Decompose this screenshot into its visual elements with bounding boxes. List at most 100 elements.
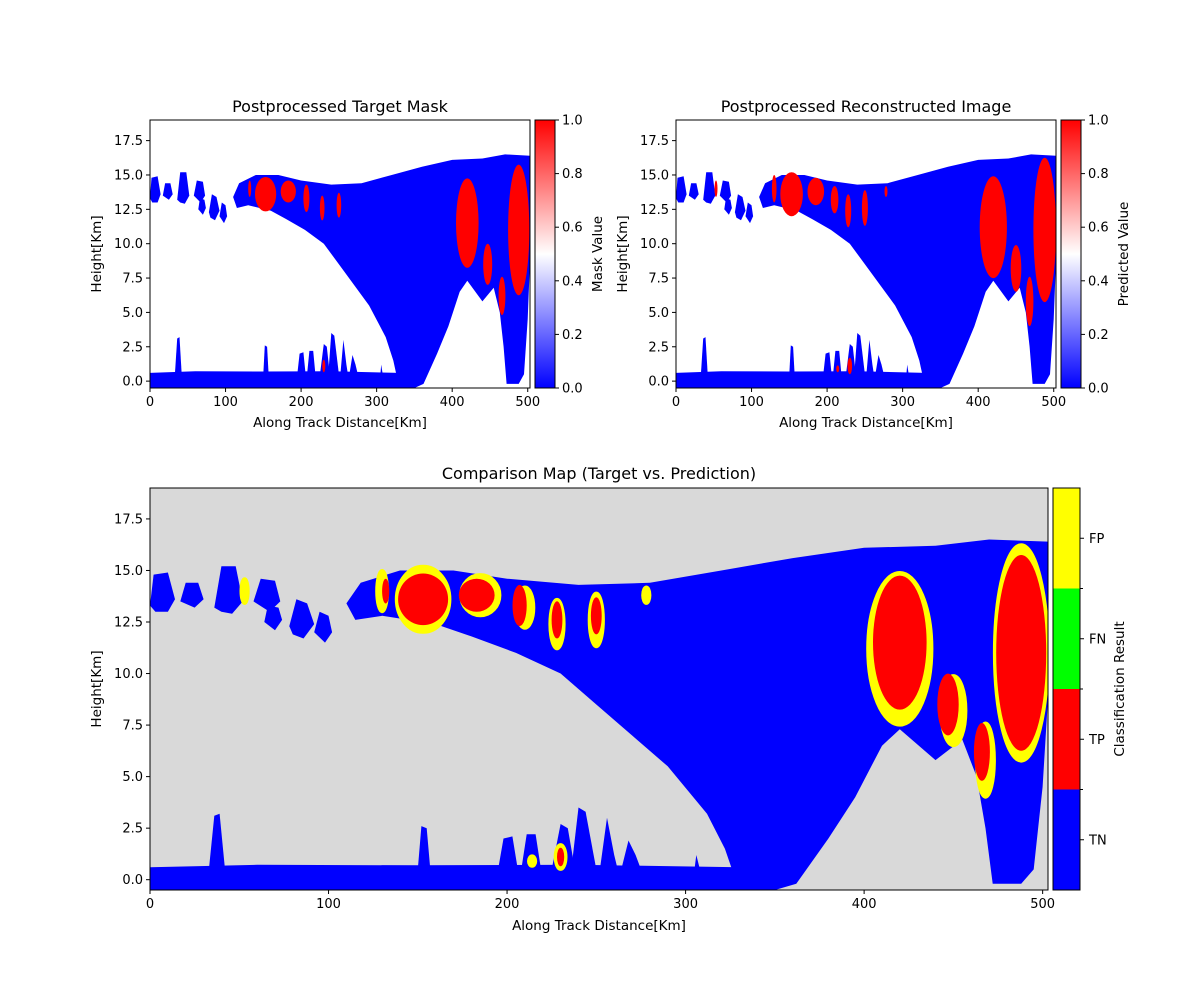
comparison-y-ticks: 0.0 2.5 5.0 7.5 10.0 12.5 15.0 17.5 bbox=[114, 512, 150, 888]
cloud-patch-tn bbox=[253, 578, 281, 612]
x-tick-label: 100 bbox=[739, 395, 764, 410]
low-cloud-spike-tn bbox=[498, 836, 518, 870]
y-tick-label: 15.0 bbox=[114, 564, 143, 579]
cloud-region bbox=[233, 154, 530, 388]
cloud-patch-tn bbox=[214, 566, 243, 614]
cloud-patch bbox=[745, 202, 754, 224]
cloud-patch-tn bbox=[150, 572, 175, 612]
target-mask-ylabel: Height[Km] bbox=[89, 215, 105, 292]
positive-blob bbox=[280, 180, 296, 203]
low-cloud-spike bbox=[866, 339, 874, 375]
colorbar-tick-label: 0.4 bbox=[1088, 274, 1109, 289]
colorbar-tick-label: 0.6 bbox=[1088, 221, 1109, 236]
x-tick-label: 500 bbox=[515, 395, 540, 410]
positive-blob bbox=[319, 195, 325, 221]
tp-region bbox=[458, 578, 495, 612]
low-cloud-spike bbox=[700, 337, 708, 375]
x-tick-label: 300 bbox=[890, 395, 915, 410]
low-cloud-spike-tn bbox=[621, 840, 641, 870]
x-tick-label: 400 bbox=[966, 395, 991, 410]
colorbar-frame bbox=[1052, 487, 1081, 891]
positive-blob bbox=[483, 243, 493, 285]
low-cloud-spike-tn bbox=[208, 813, 225, 870]
cloud-patch bbox=[734, 194, 746, 221]
y-tick-label: 5.0 bbox=[648, 306, 669, 321]
colorbar-segment-fp bbox=[1053, 488, 1080, 589]
positive-blob bbox=[456, 178, 479, 268]
reconstructed-colorbar-ticks: 0.0 0.2 0.4 0.6 0.8 1.0 bbox=[1081, 114, 1109, 397]
x-tick-label: 200 bbox=[815, 395, 840, 410]
cloud-patch bbox=[688, 183, 699, 200]
colorbar-tick-label: 1.0 bbox=[1088, 114, 1109, 129]
tp-region bbox=[551, 601, 563, 639]
colorbar-segment-tn bbox=[1053, 789, 1080, 890]
target-mask-colorbar-label: Mask Value bbox=[590, 216, 606, 292]
positive-blob bbox=[1033, 157, 1056, 303]
positive-blob bbox=[861, 190, 868, 226]
positive-blob bbox=[1010, 245, 1022, 292]
target-mask-heatmap bbox=[150, 154, 530, 388]
low-cloud-spike-tn bbox=[694, 855, 700, 870]
tp-region bbox=[512, 584, 527, 627]
target-mask-y-ticks: 0.0 2.5 5.0 7.5 10.0 12.5 15.0 17.5 bbox=[114, 134, 150, 390]
colorbar-tick-label: 0.8 bbox=[562, 167, 583, 182]
cloud-patch bbox=[676, 176, 687, 203]
cloud-patch bbox=[208, 194, 220, 221]
target-mask-title: Postprocessed Target Mask bbox=[232, 97, 449, 116]
low-cloud-spike bbox=[823, 352, 832, 375]
y-tick-label: 0.0 bbox=[648, 375, 669, 390]
tp-region bbox=[398, 573, 449, 626]
colorbar-tick-label: 0.6 bbox=[562, 221, 583, 236]
comparison-frame bbox=[149, 487, 1049, 891]
colorbar-tick-label: 0.4 bbox=[562, 274, 583, 289]
fp-region bbox=[239, 577, 250, 605]
positive-blob bbox=[498, 276, 506, 316]
reconstructed-x-ticks: 0 100 200 300 400 500 bbox=[672, 388, 1066, 410]
cloud-patch-tn bbox=[180, 582, 204, 608]
y-tick-label: 15.0 bbox=[114, 168, 143, 183]
positive-blob bbox=[807, 177, 825, 206]
x-tick-label: 400 bbox=[440, 395, 465, 410]
low-cloud-spike-tn bbox=[571, 807, 597, 870]
colorbar-segment-tp bbox=[1053, 689, 1080, 790]
fp-region bbox=[527, 854, 538, 868]
cloud-patch bbox=[219, 202, 228, 224]
positive-blob bbox=[771, 175, 777, 203]
y-tick-label: 12.5 bbox=[114, 616, 143, 631]
y-tick-label: 17.5 bbox=[114, 134, 143, 149]
colorbar-tick-label: FN bbox=[1089, 632, 1106, 647]
target-mask-colorbar bbox=[534, 119, 556, 389]
y-tick-label: 5.0 bbox=[122, 306, 143, 321]
reconstructed-y-ticks: 0.0 2.5 5.0 7.5 10.0 12.5 15.0 17.5 bbox=[640, 134, 676, 390]
y-tick-label: 7.5 bbox=[122, 272, 143, 287]
y-tick-label: 10.0 bbox=[640, 237, 669, 252]
cloud-patch bbox=[719, 180, 732, 203]
positive-blob bbox=[508, 164, 530, 296]
comparison-panel: Comparison Map (Target vs. Prediction) 0… bbox=[89, 464, 1128, 934]
x-tick-label: 100 bbox=[316, 897, 341, 912]
positive-blob bbox=[303, 184, 310, 212]
y-tick-label: 10.0 bbox=[114, 667, 143, 682]
x-tick-label: 0 bbox=[146, 897, 154, 912]
colorbar-tick-label: TP bbox=[1088, 733, 1105, 748]
colorbar-tick-label: FP bbox=[1089, 532, 1104, 547]
colorbar-tick-label: 0.8 bbox=[1088, 167, 1109, 182]
comparison-heatmap bbox=[150, 539, 1048, 890]
cloud-patch bbox=[193, 180, 206, 203]
target-mask-x-ticks: 0 100 200 300 400 500 bbox=[146, 388, 540, 410]
tp-region bbox=[973, 723, 990, 781]
x-tick-label: 200 bbox=[495, 897, 520, 912]
cloud-patch bbox=[724, 198, 732, 215]
low-cloud-spike bbox=[340, 339, 348, 375]
y-tick-label: 12.5 bbox=[640, 203, 669, 218]
target-mask-panel: Postprocessed Target Mask 0 100 200 300 400 5… bbox=[89, 97, 606, 431]
positive-blob bbox=[255, 177, 277, 212]
low-cloud-spike bbox=[906, 364, 909, 375]
positive-blob bbox=[830, 186, 839, 214]
positive-blob bbox=[714, 180, 718, 197]
low-cloud-spike bbox=[263, 345, 269, 375]
boundary-layer bbox=[676, 371, 941, 388]
colorbar-tick-label: 0.2 bbox=[562, 328, 583, 343]
tp-region bbox=[590, 597, 602, 635]
positive-blob bbox=[884, 186, 888, 197]
